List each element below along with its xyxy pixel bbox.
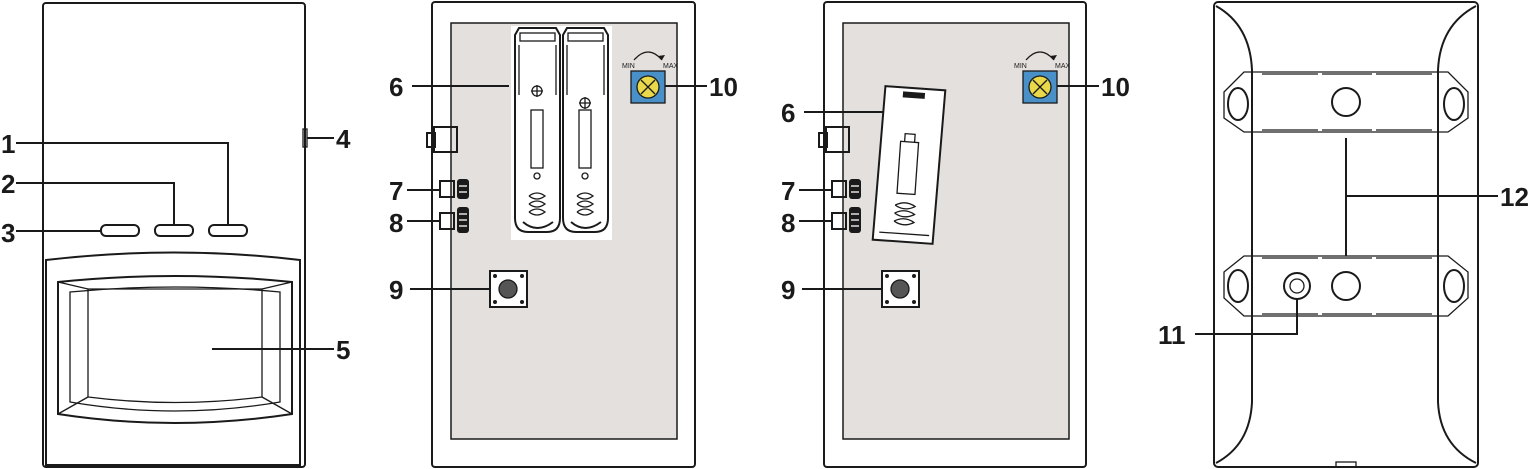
knob-min-label: MIN bbox=[622, 63, 635, 70]
push-button bbox=[489, 270, 528, 308]
connector-block-2 bbox=[818, 126, 850, 153]
callout-6a: 6 bbox=[389, 72, 403, 102]
housing bbox=[431, 1, 696, 468]
inside-view-one-battery: MIN MAX bbox=[781, 1, 1130, 468]
callout-8a: 8 bbox=[389, 208, 403, 238]
sensitivity-knob-2: MIN MAX bbox=[1014, 51, 1071, 104]
battery-slot-right bbox=[562, 27, 609, 233]
knob-max-label-2: MAX bbox=[1055, 63, 1071, 70]
callout-12: 12 bbox=[1500, 182, 1529, 212]
callout-9b: 9 bbox=[781, 275, 795, 305]
jumper-8 bbox=[439, 207, 469, 233]
callout-8b: 8 bbox=[781, 208, 795, 238]
connector-block bbox=[426, 126, 458, 153]
callout-10b: 10 bbox=[1101, 72, 1130, 102]
back-view: 12 11 bbox=[1158, 1, 1529, 468]
callout-6b: 6 bbox=[781, 98, 795, 128]
callout-11: 11 bbox=[1158, 320, 1186, 350]
callout-4: 4 bbox=[336, 124, 351, 154]
mount-bracket-bottom bbox=[1223, 255, 1469, 317]
button-3 bbox=[100, 224, 140, 237]
callout-7b: 7 bbox=[781, 176, 795, 206]
battery-slot-left bbox=[514, 27, 561, 233]
push-button-2 bbox=[881, 270, 920, 308]
callout-9a: 9 bbox=[389, 275, 403, 305]
inside-view-two-batteries: MIN MAX bbox=[389, 1, 738, 468]
front-housing bbox=[42, 2, 306, 468]
callout-1: 1 bbox=[1, 129, 15, 159]
jumper-7-b bbox=[831, 179, 861, 199]
housing-2 bbox=[823, 1, 1087, 468]
callout-10a: 10 bbox=[709, 72, 738, 102]
button-2 bbox=[154, 224, 194, 237]
battery-holder-bg bbox=[511, 26, 612, 240]
callout-2: 2 bbox=[1, 169, 15, 199]
callout-7a: 7 bbox=[389, 176, 403, 206]
sensitivity-knob: MIN MAX bbox=[622, 51, 679, 104]
jumper-7 bbox=[439, 179, 469, 199]
callout-5: 5 bbox=[336, 335, 350, 365]
knob-min-label-2: MIN bbox=[1014, 63, 1027, 70]
bottom-tab bbox=[1335, 461, 1357, 468]
button-1 bbox=[208, 224, 248, 237]
knob-max-label: MAX bbox=[663, 63, 679, 70]
pir-lens bbox=[45, 251, 301, 466]
front-view: 1 2 3 4 5 bbox=[1, 2, 351, 468]
callout-3: 3 bbox=[1, 218, 15, 248]
mount-bracket-top bbox=[1223, 71, 1469, 133]
battery-slot-single bbox=[871, 85, 947, 245]
